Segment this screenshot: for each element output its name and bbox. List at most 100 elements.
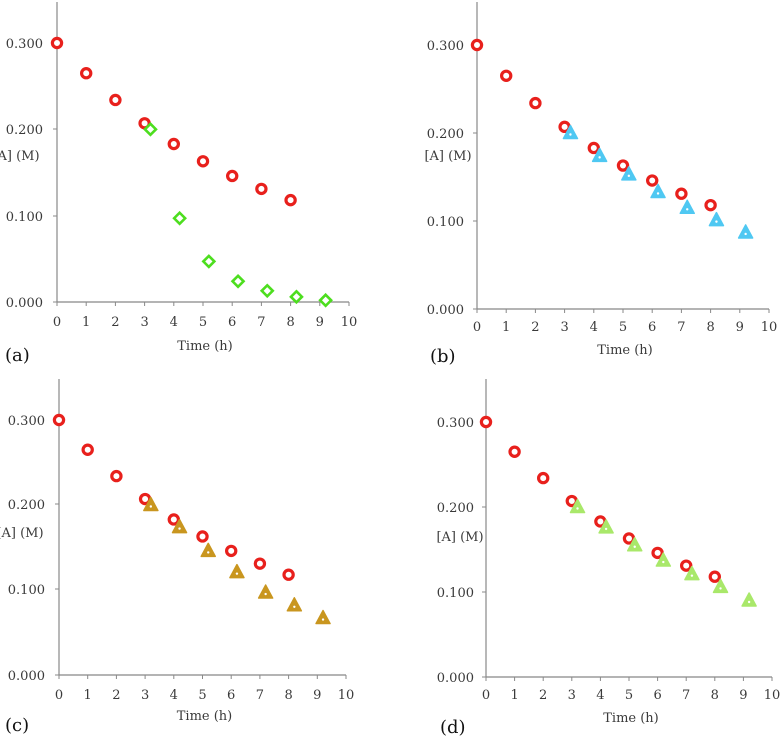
- y-axis-label: [A] (M): [0, 149, 40, 164]
- x-tick-label: 1: [510, 688, 518, 703]
- series-reference: [52, 413, 295, 581]
- panel-label: (b): [430, 346, 456, 367]
- data-point-circle: [529, 96, 542, 110]
- data-point-circle: [79, 67, 93, 80]
- x-tick-label: 1: [502, 320, 510, 335]
- data-point-triangle: [591, 147, 608, 163]
- data-point-diamond: [289, 289, 304, 305]
- data-point-triangle: [708, 211, 725, 227]
- data-point-circle: [537, 471, 550, 485]
- y-axis-label: [A] (M): [424, 149, 471, 164]
- data-point-diamond: [259, 283, 275, 299]
- data-point-triangle: [562, 124, 579, 140]
- data-point-triangle-center: [690, 574, 694, 577]
- x-tick-label: 0: [473, 320, 481, 335]
- data-point-circle: [500, 69, 513, 83]
- x-tick-label: 7: [682, 688, 690, 703]
- y-tick-label: 0.100: [6, 210, 43, 225]
- y-tick-label: 0.200: [6, 123, 43, 138]
- x-tick-label: 3: [568, 688, 576, 703]
- data-point-diamond: [318, 292, 333, 308]
- series-reference: [470, 38, 717, 212]
- x-tick-label: 1: [82, 315, 90, 330]
- y-tick-label: 0.300: [6, 37, 43, 52]
- x-tick-label: 8: [706, 320, 714, 335]
- series-comparison: [143, 121, 333, 308]
- x-tick-label: 3: [560, 320, 568, 335]
- data-point-triangle: [621, 166, 637, 181]
- data-point-circle: [284, 193, 297, 207]
- data-point-triangle-center: [207, 551, 210, 554]
- x-axis-label: Time (h): [177, 339, 233, 354]
- x-tick-label: 2: [111, 315, 119, 330]
- x-tick-label: 8: [284, 688, 292, 703]
- x-tick-label: 7: [256, 688, 264, 703]
- y-axis-label: [A] (M): [0, 526, 44, 541]
- panel-label: (d): [440, 717, 466, 738]
- series-comparison: [143, 496, 331, 625]
- data-point-triangle: [650, 183, 666, 199]
- data-point-triangle-center: [719, 587, 722, 590]
- x-tick-label: 10: [761, 320, 778, 335]
- x-tick-label: 5: [198, 688, 206, 703]
- data-point-circle: [225, 169, 239, 183]
- data-point-triangle-center: [576, 507, 579, 510]
- x-tick-label: 5: [619, 320, 627, 335]
- x-tick-label: 0: [482, 688, 490, 703]
- data-point-triangle-center: [686, 208, 689, 211]
- data-point-circle: [50, 36, 64, 50]
- x-tick-label: 9: [739, 688, 747, 703]
- y-axis-label: [A] (M): [436, 530, 483, 545]
- data-point-circle: [704, 198, 717, 212]
- x-tick-label: 5: [625, 688, 633, 703]
- x-tick-label: 1: [84, 688, 92, 703]
- data-point-triangle-center: [178, 527, 181, 530]
- data-point-triangle: [171, 518, 188, 534]
- x-tick-label: 6: [228, 315, 236, 330]
- chart-panel-d: 0.000 0.100 0.200 0.300 0 1 2 3 4 5 6 7 8 9 10 Time (h)…: [436, 379, 780, 738]
- data-point-circle: [110, 469, 123, 483]
- x-tick-label: 3: [140, 315, 148, 330]
- data-point-circle: [196, 530, 209, 543]
- y-tick-label: 0.200: [437, 501, 474, 516]
- x-tick-label: 5: [199, 315, 207, 330]
- x-tick-label: 9: [316, 315, 324, 330]
- data-point-triangle: [679, 199, 695, 215]
- data-point-circle: [708, 570, 722, 583]
- x-tick-label: 6: [648, 320, 656, 335]
- y-tick-label: 0.000: [427, 303, 464, 318]
- data-point-circle: [470, 38, 484, 52]
- data-point-circle: [646, 174, 659, 187]
- x-tick-label: 9: [313, 688, 321, 703]
- data-point-circle: [81, 443, 94, 456]
- x-tick-label: 8: [711, 688, 719, 703]
- x-tick-label: 10: [341, 315, 358, 330]
- y-tick-label: 0.300: [437, 416, 474, 431]
- data-point-circle: [680, 559, 693, 572]
- data-point-circle: [508, 445, 521, 458]
- x-tick-label: 4: [590, 320, 598, 335]
- data-point-circle: [616, 159, 630, 172]
- data-point-circle: [255, 182, 268, 196]
- series-reference: [50, 36, 297, 207]
- y-tick-label: 0.300: [427, 39, 464, 54]
- x-tick-label: 9: [736, 320, 744, 335]
- data-point-circle: [52, 413, 66, 427]
- data-point-triangle: [741, 592, 757, 607]
- x-tick-label: 6: [653, 688, 661, 703]
- data-point-triangle: [598, 519, 614, 534]
- data-point-triangle: [684, 565, 700, 581]
- chart-panel-c: 0.000 0.100 0.200 0.300 0 1 2 3 4 5 6 7 8 9 10 Time (h)…: [0, 379, 354, 736]
- x-tick-label: 8: [286, 315, 294, 330]
- x-tick-label: 7: [677, 320, 685, 335]
- data-point-triangle-center: [744, 232, 747, 236]
- chart-panel-b: 0.000 0.100 0.200 0.300 0 1 2 3 4 5 6 7 8 9 10 Time (h)…: [424, 2, 777, 367]
- data-point-triangle: [737, 224, 754, 239]
- y-tick-label: 0.000: [437, 671, 474, 686]
- data-point-circle: [587, 141, 601, 155]
- y-tick-label: 0.300: [8, 414, 45, 429]
- y-tick-label: 0.200: [427, 127, 464, 142]
- series-reference: [479, 415, 722, 583]
- data-point-triangle-center: [715, 220, 718, 223]
